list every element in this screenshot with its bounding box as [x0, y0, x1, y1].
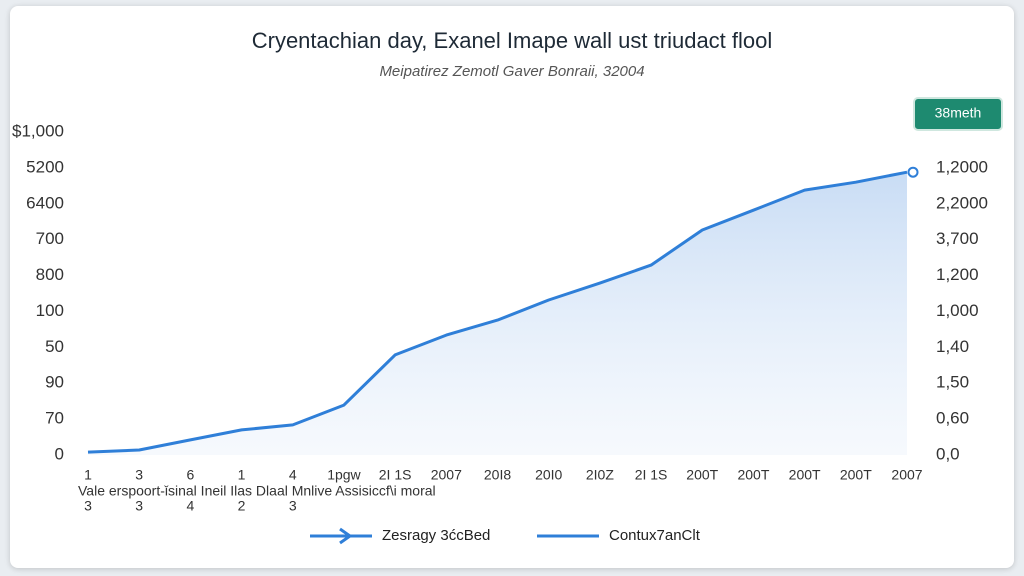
- y-tick-label: 90: [45, 373, 64, 392]
- x-tick-label: 200T: [686, 467, 718, 483]
- x-tick-label: 2I 1S: [379, 467, 412, 483]
- x-tick-label: 2007: [431, 467, 462, 483]
- y2-tick-label: 3,700: [936, 229, 979, 248]
- x-tick-label: 200T: [789, 467, 821, 483]
- x-tick-label: 1: [84, 467, 92, 483]
- x-sublabel: 4: [186, 498, 194, 514]
- x-tick-label: 2I0Z: [586, 467, 614, 483]
- x-tick-label: 200T: [737, 467, 769, 483]
- badge-label: 38meth: [935, 105, 982, 121]
- x-tick-label: 6: [186, 467, 194, 483]
- y-tick-label: 5200: [26, 157, 64, 176]
- chart-subtitle: Meipatirez Zemotl Gaver Bonraii, 32004: [379, 63, 644, 80]
- legend-label: Zesragy 3ćcBed: [382, 527, 490, 544]
- y-tick-label: 100: [36, 301, 64, 320]
- legend-label: Contux7anClt: [609, 527, 701, 544]
- x-tick-label: 200T: [840, 467, 872, 483]
- y-tick-label: 700: [36, 229, 64, 248]
- line: [87, 170, 908, 454]
- y2-tick-label: 1,000: [936, 301, 979, 320]
- y-tick-label: 0: [55, 444, 64, 463]
- x-tick-label: 2007: [891, 467, 922, 483]
- x-tick-label: 20I0: [535, 467, 562, 483]
- end-marker: [907, 166, 919, 178]
- y2-tick-label: 0,0: [936, 444, 960, 463]
- y-tick-label: $1,000: [12, 121, 64, 140]
- y-tick-label: 800: [36, 265, 64, 284]
- x-tick-label: 3: [135, 467, 143, 483]
- legend-arrow: [339, 527, 353, 545]
- badge: [913, 97, 1003, 131]
- x-tick-label: 1pgw: [327, 467, 361, 483]
- x-sublabel: 3: [289, 498, 297, 514]
- area: [88, 172, 907, 455]
- x-tick-label: 20I8: [484, 467, 511, 483]
- chart-title: Cryentachian day, Exanel Imape wall ust …: [252, 28, 773, 53]
- y-tick-label: 6400: [26, 193, 64, 212]
- x-tick-label: 4: [289, 467, 297, 483]
- x-tick-label: 2I 1S: [635, 467, 668, 483]
- x-sublabel: 2: [238, 498, 246, 514]
- x-axis-label: Vale erspoort-ǐsinal Ineil Ilas Dlaal Mn…: [78, 483, 436, 499]
- y2-tick-label: 1,200: [936, 265, 979, 284]
- y2-tick-label: 0,60: [936, 409, 969, 428]
- y2-tick-label: 2,2000: [936, 193, 988, 212]
- x-sublabel: 3: [135, 498, 143, 514]
- y2-tick-label: 1,40: [936, 337, 969, 356]
- y-tick-label: 50: [45, 337, 64, 356]
- x-sublabel: 3: [84, 498, 92, 514]
- y2-tick-label: 1,2000: [936, 157, 988, 176]
- x-tick-label: 1: [238, 467, 246, 483]
- y-tick-label: 70: [45, 409, 64, 428]
- y2-tick-label: 1,50: [936, 373, 969, 392]
